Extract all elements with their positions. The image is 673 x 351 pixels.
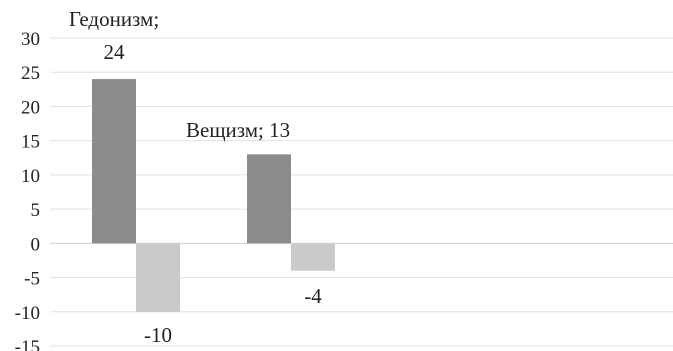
data-label: 24: [104, 40, 126, 64]
y-tick-label: -5: [24, 269, 40, 290]
y-tick-label: 10: [21, 166, 40, 187]
y-tick-label: 15: [21, 132, 40, 153]
bar-Гедонизм-series-1: [92, 79, 136, 244]
data-label: -4: [304, 284, 322, 308]
y-tick-label: 0: [31, 234, 41, 255]
data-labels: Гедонизм; 24 -10 Вещизм; 13 -4: [69, 7, 322, 347]
bar-Гедонизм-series-2: [136, 243, 180, 312]
bar-Вещизм-series-1: [247, 154, 291, 244]
data-label: Гедонизм;: [69, 7, 159, 31]
y-axis-tick-labels: 30 25 20 15 10 5 0 -5 -10 -15: [15, 29, 40, 351]
data-label: Вещизм; 13: [186, 118, 290, 142]
y-tick-label: 30: [21, 29, 40, 50]
data-label: -10: [144, 323, 172, 347]
bars: [92, 79, 335, 312]
bar-Вещизм-series-2: [291, 243, 335, 271]
y-tick-label: 5: [31, 200, 41, 221]
y-tick-label: -10: [15, 303, 40, 324]
y-tick-label: -15: [15, 337, 40, 351]
y-tick-label: 25: [21, 63, 40, 84]
y-tick-label: 20: [21, 97, 40, 118]
